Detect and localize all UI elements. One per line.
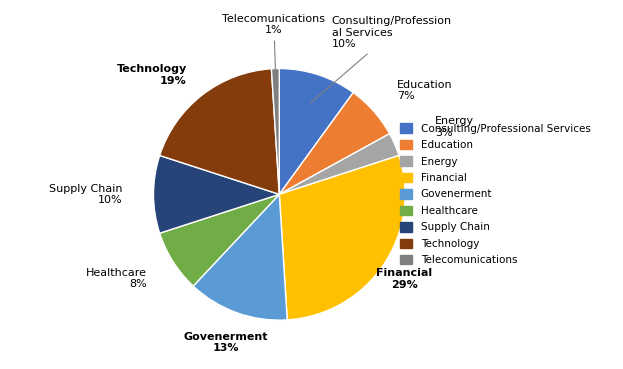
Wedge shape bbox=[272, 69, 279, 194]
Legend: Consulting/Professional Services, Education, Energy, Financial, Govenerment, Hea: Consulting/Professional Services, Educat… bbox=[394, 118, 596, 270]
Wedge shape bbox=[193, 194, 287, 320]
Wedge shape bbox=[159, 69, 279, 194]
Wedge shape bbox=[153, 155, 279, 233]
Wedge shape bbox=[279, 93, 389, 194]
Wedge shape bbox=[159, 194, 279, 286]
Text: Education
7%: Education 7% bbox=[397, 80, 453, 101]
Text: Financial
29%: Financial 29% bbox=[376, 268, 432, 290]
Text: Telecomunications
1%: Telecomunications 1% bbox=[222, 14, 325, 97]
Wedge shape bbox=[279, 134, 399, 194]
Wedge shape bbox=[279, 155, 405, 320]
Wedge shape bbox=[279, 69, 353, 194]
Text: Consulting/Profession
al Services
10%: Consulting/Profession al Services 10% bbox=[311, 16, 452, 103]
Text: Technology
19%: Technology 19% bbox=[117, 64, 187, 86]
Text: Govenerment
13%: Govenerment 13% bbox=[184, 331, 269, 353]
Text: Energy
3%: Energy 3% bbox=[435, 116, 474, 138]
Text: Supply Chain
10%: Supply Chain 10% bbox=[49, 183, 122, 205]
Text: Healthcare
8%: Healthcare 8% bbox=[85, 268, 146, 289]
